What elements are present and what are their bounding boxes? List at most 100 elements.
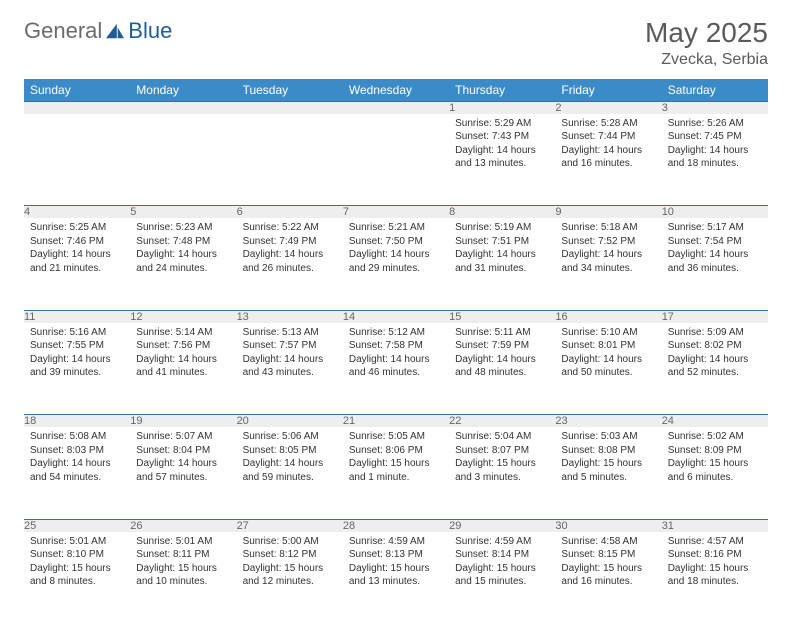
day-details: Sunrise: 5:10 AMSunset: 8:01 PMDaylight:… — [555, 323, 661, 384]
daylight-line: Daylight: 14 hours and 26 minutes. — [243, 248, 337, 275]
daylight-line: Daylight: 14 hours and 43 minutes. — [243, 353, 337, 380]
day-number-cell: 5 — [130, 206, 236, 219]
daylight-line: Daylight: 14 hours and 48 minutes. — [455, 353, 549, 380]
day-cell — [130, 114, 236, 206]
sunrise-line: Sunrise: 5:14 AM — [136, 326, 230, 340]
day-number-cell — [237, 101, 343, 114]
sunrise-line: Sunrise: 5:11 AM — [455, 326, 549, 340]
day-cell — [237, 114, 343, 206]
sunrise-line: Sunrise: 4:59 AM — [455, 535, 549, 549]
sunrise-line: Sunrise: 5:18 AM — [561, 221, 655, 235]
sunrise-line: Sunrise: 5:16 AM — [30, 326, 124, 340]
day-details: Sunrise: 5:04 AMSunset: 8:07 PMDaylight:… — [449, 427, 555, 488]
day-cell: Sunrise: 5:08 AMSunset: 8:03 PMDaylight:… — [24, 427, 130, 519]
day-number-cell: 21 — [343, 415, 449, 428]
day-number-row: 18192021222324 — [24, 415, 768, 428]
day-details: Sunrise: 5:09 AMSunset: 8:02 PMDaylight:… — [662, 323, 768, 384]
day-details: Sunrise: 5:23 AMSunset: 7:48 PMDaylight:… — [130, 218, 236, 279]
day-number-cell: 7 — [343, 206, 449, 219]
day-content-row: Sunrise: 5:08 AMSunset: 8:03 PMDaylight:… — [24, 427, 768, 519]
daylight-line: Daylight: 14 hours and 54 minutes. — [30, 457, 124, 484]
day-number-cell: 16 — [555, 310, 661, 323]
sunset-line: Sunset: 7:51 PM — [455, 235, 549, 249]
daylight-line: Daylight: 14 hours and 24 minutes. — [136, 248, 230, 275]
daylight-line: Daylight: 14 hours and 59 minutes. — [243, 457, 337, 484]
day-details: Sunrise: 4:59 AMSunset: 8:14 PMDaylight:… — [449, 532, 555, 593]
day-cell: Sunrise: 5:13 AMSunset: 7:57 PMDaylight:… — [237, 323, 343, 415]
sunset-line: Sunset: 8:12 PM — [243, 548, 337, 562]
sunset-line: Sunset: 7:48 PM — [136, 235, 230, 249]
sunset-line: Sunset: 7:45 PM — [668, 130, 762, 144]
day-cell: Sunrise: 5:07 AMSunset: 8:04 PMDaylight:… — [130, 427, 236, 519]
sunrise-line: Sunrise: 5:03 AM — [561, 430, 655, 444]
daylight-line: Daylight: 15 hours and 8 minutes. — [30, 562, 124, 589]
day-cell: Sunrise: 5:18 AMSunset: 7:52 PMDaylight:… — [555, 218, 661, 310]
weekday-header-row: Sunday Monday Tuesday Wednesday Thursday… — [24, 79, 768, 102]
brand-text-1: General — [24, 18, 102, 44]
day-cell: Sunrise: 5:03 AMSunset: 8:08 PMDaylight:… — [555, 427, 661, 519]
day-number-cell: 27 — [237, 519, 343, 532]
sunrise-line: Sunrise: 5:23 AM — [136, 221, 230, 235]
day-content-row: Sunrise: 5:01 AMSunset: 8:10 PMDaylight:… — [24, 532, 768, 624]
sunset-line: Sunset: 7:55 PM — [30, 339, 124, 353]
day-number-cell: 31 — [662, 519, 768, 532]
day-details: Sunrise: 5:29 AMSunset: 7:43 PMDaylight:… — [449, 114, 555, 175]
day-cell: Sunrise: 5:29 AMSunset: 7:43 PMDaylight:… — [449, 114, 555, 206]
day-number-row: 25262728293031 — [24, 519, 768, 532]
day-details: Sunrise: 5:18 AMSunset: 7:52 PMDaylight:… — [555, 218, 661, 279]
day-number-row: 45678910 — [24, 206, 768, 219]
sunrise-line: Sunrise: 5:04 AM — [455, 430, 549, 444]
daylight-line: Daylight: 14 hours and 34 minutes. — [561, 248, 655, 275]
calendar-table: Sunday Monday Tuesday Wednesday Thursday… — [24, 79, 768, 624]
sunrise-line: Sunrise: 4:59 AM — [349, 535, 443, 549]
sunset-line: Sunset: 8:02 PM — [668, 339, 762, 353]
brand-logo: General Blue — [24, 18, 172, 44]
sunrise-line: Sunrise: 5:00 AM — [243, 535, 337, 549]
sunset-line: Sunset: 8:01 PM — [561, 339, 655, 353]
day-number-cell: 9 — [555, 206, 661, 219]
day-number-cell: 11 — [24, 310, 130, 323]
sunrise-line: Sunrise: 5:09 AM — [668, 326, 762, 340]
day-cell: Sunrise: 5:01 AMSunset: 8:10 PMDaylight:… — [24, 532, 130, 624]
day-details: Sunrise: 5:25 AMSunset: 7:46 PMDaylight:… — [24, 218, 130, 279]
day-cell: Sunrise: 5:22 AMSunset: 7:49 PMDaylight:… — [237, 218, 343, 310]
day-number-cell: 4 — [24, 206, 130, 219]
daylight-line: Daylight: 15 hours and 12 minutes. — [243, 562, 337, 589]
day-number-cell — [130, 101, 236, 114]
day-details: Sunrise: 5:22 AMSunset: 7:49 PMDaylight:… — [237, 218, 343, 279]
daylight-line: Daylight: 14 hours and 29 minutes. — [349, 248, 443, 275]
day-cell: Sunrise: 5:26 AMSunset: 7:45 PMDaylight:… — [662, 114, 768, 206]
sunset-line: Sunset: 7:43 PM — [455, 130, 549, 144]
sunset-line: Sunset: 8:03 PM — [30, 444, 124, 458]
sunset-line: Sunset: 7:58 PM — [349, 339, 443, 353]
sunrise-line: Sunrise: 5:06 AM — [243, 430, 337, 444]
day-cell: Sunrise: 5:00 AMSunset: 8:12 PMDaylight:… — [237, 532, 343, 624]
sunrise-line: Sunrise: 5:08 AM — [30, 430, 124, 444]
sunrise-line: Sunrise: 5:05 AM — [349, 430, 443, 444]
day-details: Sunrise: 5:16 AMSunset: 7:55 PMDaylight:… — [24, 323, 130, 384]
sunrise-line: Sunrise: 5:25 AM — [30, 221, 124, 235]
day-details: Sunrise: 5:01 AMSunset: 8:10 PMDaylight:… — [24, 532, 130, 593]
day-cell — [343, 114, 449, 206]
day-number-cell: 19 — [130, 415, 236, 428]
day-details: Sunrise: 5:05 AMSunset: 8:06 PMDaylight:… — [343, 427, 449, 488]
day-number-cell: 8 — [449, 206, 555, 219]
day-cell: Sunrise: 5:09 AMSunset: 8:02 PMDaylight:… — [662, 323, 768, 415]
day-number-cell: 25 — [24, 519, 130, 532]
weekday-header: Thursday — [449, 79, 555, 102]
sunset-line: Sunset: 7:59 PM — [455, 339, 549, 353]
day-details: Sunrise: 4:58 AMSunset: 8:15 PMDaylight:… — [555, 532, 661, 593]
sunrise-line: Sunrise: 4:58 AM — [561, 535, 655, 549]
sunrise-line: Sunrise: 5:22 AM — [243, 221, 337, 235]
weekday-header: Wednesday — [343, 79, 449, 102]
day-details: Sunrise: 4:57 AMSunset: 8:16 PMDaylight:… — [662, 532, 768, 593]
day-details: Sunrise: 5:11 AMSunset: 7:59 PMDaylight:… — [449, 323, 555, 384]
sunset-line: Sunset: 8:14 PM — [455, 548, 549, 562]
day-cell: Sunrise: 5:23 AMSunset: 7:48 PMDaylight:… — [130, 218, 236, 310]
day-cell — [24, 114, 130, 206]
sunset-line: Sunset: 8:05 PM — [243, 444, 337, 458]
sunrise-line: Sunrise: 5:28 AM — [561, 117, 655, 131]
day-number-cell: 12 — [130, 310, 236, 323]
day-number-cell: 10 — [662, 206, 768, 219]
sunrise-line: Sunrise: 5:26 AM — [668, 117, 762, 131]
